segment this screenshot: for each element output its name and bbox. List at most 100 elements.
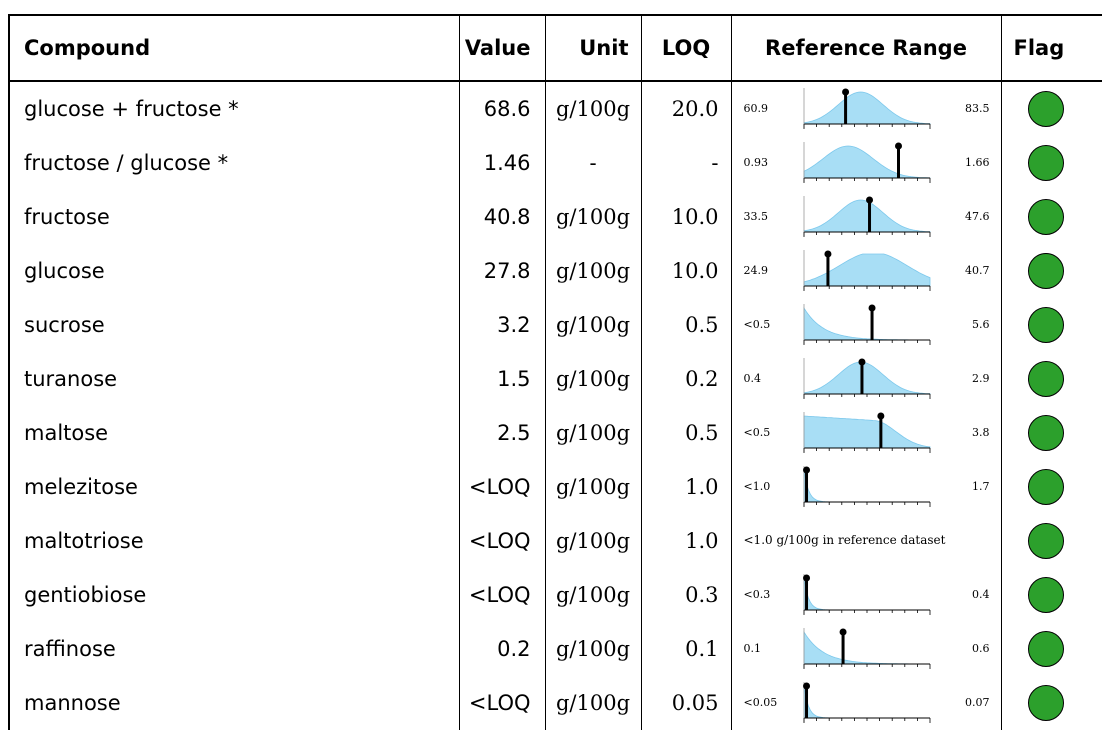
density-area — [803, 469, 930, 503]
density-plot — [803, 88, 930, 129]
value-marker-head — [802, 682, 810, 690]
value-cell: <LOQ — [458, 568, 545, 622]
density-plot — [802, 466, 930, 507]
compound-cell: mannose — [8, 676, 459, 730]
status-indicator-icon — [1027, 253, 1064, 289]
loq-cell: 10.0 — [640, 244, 731, 298]
density-plot — [803, 628, 930, 669]
reference-range-cell: 24.9 40.7 — [730, 244, 1001, 298]
compound-cell: maltotriose — [8, 514, 459, 568]
range-low-label: <0.5 — [743, 318, 771, 331]
density-area — [803, 306, 930, 341]
status-indicator-icon — [1027, 361, 1064, 397]
table-row: fructose / glucose * 1.46- -0.93 1.66 — [8, 136, 1102, 190]
value-cell: 1.46 — [458, 136, 545, 190]
density-plot — [803, 412, 930, 453]
value-marker-head — [823, 250, 831, 258]
value-cell: 3.2 — [458, 298, 545, 352]
range-high-label: 5.6 — [972, 318, 990, 331]
table-row: raffinose 0.2 g/100g 0.1 0.1 0.6 — [8, 622, 1102, 676]
range-high-label: 40.7 — [965, 264, 990, 277]
reference-range-plot: <0.5 3.8 — [732, 406, 1002, 460]
value-cell: <LOQ — [458, 676, 545, 730]
density-plot — [802, 574, 930, 615]
range-low-label: 60.9 — [743, 102, 769, 115]
table-row: fructose 40.8 g/100g 10.0 33.5 47.6 — [8, 190, 1102, 244]
reference-range-cell: <0.3 0.4 — [730, 568, 1002, 622]
unit-cell: g/100g — [544, 406, 641, 460]
range-high-label: 2.9 — [972, 372, 990, 385]
loq-cell: 0.2 — [640, 352, 731, 406]
table-row: glucose + fructose * 68.6 g/100g 20.0 60.9 83… — [8, 81, 1102, 136]
density-area — [803, 199, 930, 233]
flag-cell — [1000, 568, 1102, 622]
range-high-label: 0.4 — [972, 588, 990, 601]
flag-cell — [1000, 298, 1102, 352]
value-marker-head — [857, 358, 865, 366]
reference-range-cell: <1.0 1.7 — [730, 460, 1001, 514]
range-low-label: 33.5 — [743, 210, 769, 223]
value-marker-head — [802, 574, 810, 582]
status-indicator-icon — [1027, 469, 1064, 505]
density-plot — [803, 358, 930, 399]
unit-cell: g/100g — [544, 190, 641, 244]
range-high-label: 1.66 — [965, 156, 990, 169]
compound-cell: maltose — [8, 406, 459, 460]
loq-cell: 20.0 — [640, 81, 731, 136]
table-row: turanose 1.5 g/100g 0.2 0.4 2.9 — [8, 352, 1102, 406]
value-marker-head — [865, 196, 873, 204]
range-low-label: <0.05 — [743, 696, 778, 709]
reference-range-cell: <1.0 g/100g in reference dataset — [730, 514, 1002, 568]
unit-cell: g/100g — [544, 514, 641, 568]
table-row: gentiobiose <LOQ g/100g 0.3 <0.3 0.4 — [8, 568, 1102, 622]
loq-cell: 1.0 — [640, 514, 731, 568]
flag-cell — [1000, 190, 1102, 244]
flag-cell — [1000, 514, 1102, 568]
table-row: sucrose 3.2 g/100g 0.5 <0.5 5.6 — [8, 298, 1102, 352]
loq-cell: 0.05 — [640, 676, 731, 730]
compound-cell: gentiobiose — [8, 568, 459, 622]
density-plot — [803, 304, 930, 345]
table-body: glucose + fructose * 68.6 g/100g 20.0 60.9 83… — [8, 81, 1102, 730]
flag-cell — [1000, 406, 1102, 460]
header-unit: Unit — [544, 14, 641, 82]
compound-cell: glucose — [8, 244, 459, 298]
density-area — [803, 577, 930, 611]
range-high-label: 83.5 — [965, 102, 990, 115]
flag-cell — [1000, 622, 1102, 676]
loq-cell: 10.0 — [640, 190, 731, 244]
range-low-label: 0.4 — [743, 372, 762, 385]
value-cell: 40.8 — [458, 190, 545, 244]
compound-cell: glucose + fructose * — [8, 81, 459, 136]
loq-cell: 0.5 — [640, 406, 731, 460]
compound-cell: sucrose — [8, 298, 459, 352]
unit-cell: g/100g — [544, 244, 641, 298]
range-high-label: 47.6 — [965, 210, 990, 223]
table-row: maltotriose <LOQ g/100g 1.0 <1.0 g/100g in r… — [8, 514, 1102, 568]
range-high-label: 0.07 — [965, 696, 990, 709]
unit-cell: g/100g — [544, 460, 641, 514]
compound-cell: melezitose — [8, 460, 459, 514]
range-low-label: <0.5 — [743, 426, 771, 439]
unit-cell: g/100g — [544, 81, 641, 136]
range-low-label: <0.3 — [743, 588, 771, 601]
header-compound: Compound — [8, 14, 459, 82]
reference-range-cell: <0.05 0.07 — [730, 676, 1001, 730]
range-low-label: <1.0 — [743, 480, 771, 493]
reference-range-cell: <0.5 3.8 — [730, 406, 1002, 460]
reference-range-plot: 60.9 83.5 — [732, 82, 1002, 136]
status-indicator-icon — [1027, 91, 1064, 127]
value-marker-head — [894, 142, 902, 150]
reference-range-cell: 60.9 83.5 — [730, 81, 1002, 136]
reference-range-plot: <1.0 g/100g in reference dataset — [732, 514, 1002, 568]
density-area — [803, 415, 930, 449]
reference-range-plot: 0.4 2.9 — [732, 352, 1002, 406]
value-cell: 1.5 — [458, 352, 545, 406]
value-cell: 27.8 — [458, 244, 545, 298]
status-indicator-icon — [1027, 631, 1064, 667]
reference-range-plot: <0.3 0.4 — [732, 568, 1002, 622]
range-low-label: 24.9 — [743, 264, 769, 277]
unit-cell: g/100g — [544, 298, 641, 352]
status-indicator-icon — [1027, 685, 1064, 721]
range-low-label: 0.93 — [743, 156, 769, 169]
